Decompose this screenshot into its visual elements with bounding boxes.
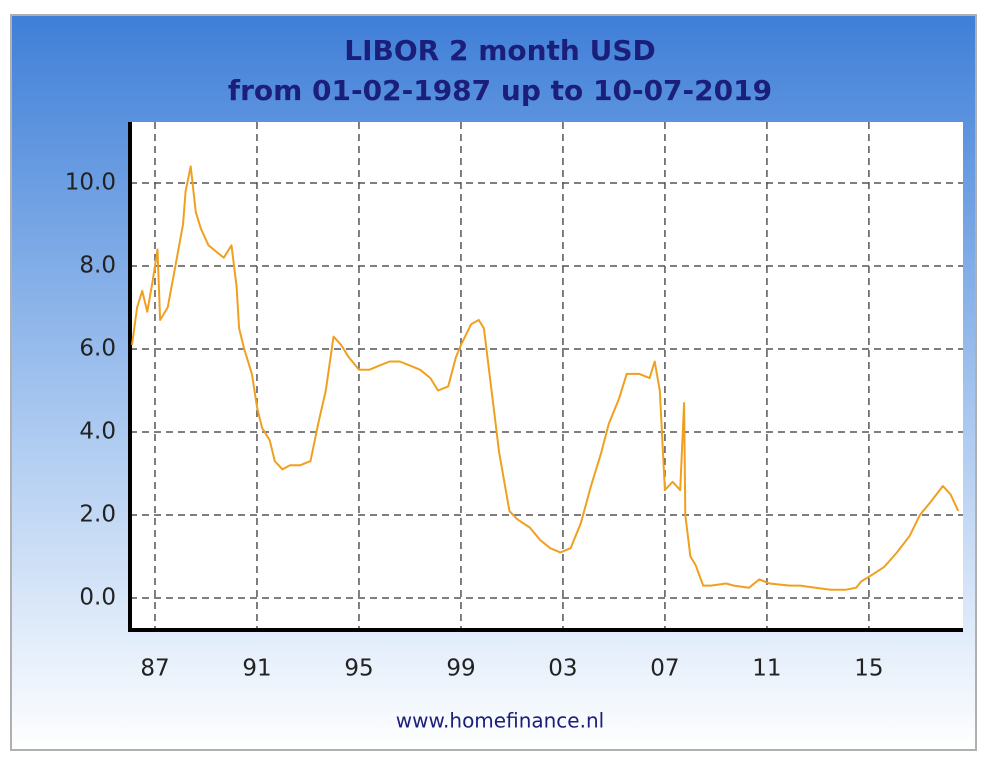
x-tick-label: 11 (752, 656, 781, 682)
x-tick-label: 87 (140, 656, 169, 682)
data-line (131, 165, 960, 591)
y-tick-label: 10.0 (65, 170, 116, 196)
x-tick-label: 15 (854, 656, 883, 682)
x-tick-label: 95 (344, 656, 373, 682)
plot-area (130, 122, 963, 630)
y-tick-label: 8.0 (79, 253, 116, 279)
chart-subtitle: from 01-02-1987 up to 10-07-2019 (228, 74, 772, 107)
x-tick-label: 07 (650, 656, 679, 682)
chart-title: LIBOR 2 month USD (344, 34, 656, 67)
x-tick-label: 99 (446, 656, 475, 682)
x-tick-label: 03 (548, 656, 577, 682)
y-tick-label: 6.0 (79, 336, 116, 362)
y-tick-label: 4.0 (79, 419, 116, 445)
y-tick-label: 0.0 (79, 585, 116, 611)
source: www.homefinance.nl (396, 709, 604, 733)
plot: 0.0 2.0 4.0 6.0 8.0 10.0 87 91 95 99 03 07 11 15 (65, 122, 963, 682)
x-tick-label: 91 (242, 656, 271, 682)
y-tick-label: 2.0 (79, 502, 116, 528)
